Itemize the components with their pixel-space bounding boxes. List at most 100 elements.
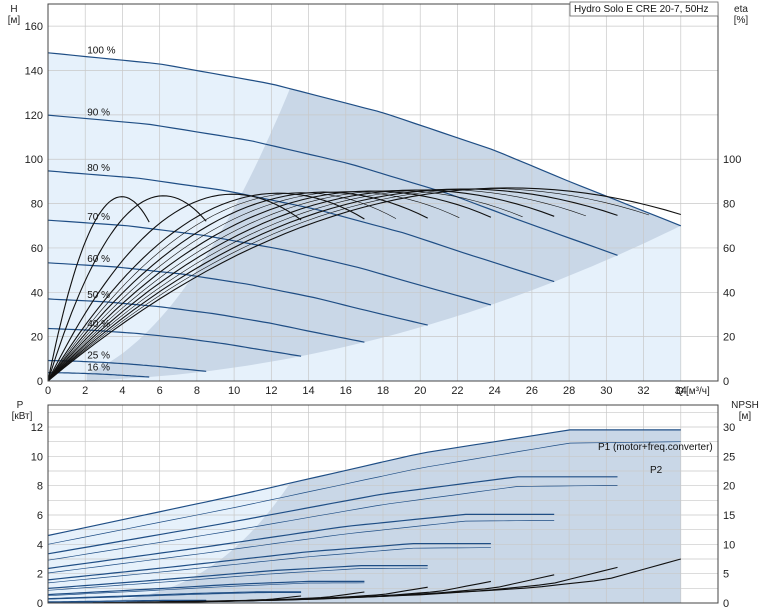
y2-tick-label: 60	[723, 243, 735, 255]
p2-curve-1	[47, 485, 618, 561]
head-curve-6	[47, 327, 302, 357]
x-tick-label: 14	[302, 385, 314, 397]
p1-curve-2	[47, 513, 555, 570]
eta-curve-13	[47, 188, 650, 382]
y2-axis-label: eta	[734, 4, 748, 15]
speed-label: 60 %	[87, 254, 110, 265]
x-tick-label: 20	[414, 385, 426, 397]
p-tick-label: 12	[31, 422, 43, 434]
axes	[47, 3, 719, 604]
x-tick-label: 32	[637, 385, 649, 397]
y-tick-label: 140	[25, 66, 43, 78]
p1-curve-6	[47, 591, 302, 600]
npsh-axis-unit: [м]	[739, 411, 752, 422]
y-axis-label: H	[10, 4, 17, 15]
x-tick-label: 28	[563, 385, 575, 397]
head-curve-7	[47, 359, 207, 372]
head-curve-1	[47, 114, 618, 256]
eta-curve-4	[47, 191, 428, 382]
y2-tick-label: 0	[723, 376, 729, 388]
head-curve-2	[47, 170, 555, 283]
x-tick-label: 30	[600, 385, 612, 397]
eta-curve-8	[47, 187, 681, 382]
x-tick-label: 0	[45, 385, 51, 397]
p2-curve-6	[47, 592, 302, 600]
eta-curve-5	[47, 190, 492, 382]
p-axis-unit: [кВт]	[12, 411, 33, 422]
npsh-tick-label: 0	[723, 598, 729, 610]
p-axis-label: P	[17, 400, 24, 411]
p2-curve-0	[47, 441, 681, 545]
head-curve-8	[48, 372, 150, 378]
y-tick-label: 80	[31, 199, 43, 211]
p-tick-label: 6	[37, 510, 43, 522]
p-tick-label: 0	[37, 598, 43, 610]
p-tick-label: 2	[37, 569, 43, 581]
speed-label: 90 %	[87, 107, 110, 118]
y2-axis-unit: [%]	[734, 15, 749, 26]
x-axis-label: Q	[676, 386, 684, 397]
p2-curve-5	[47, 582, 365, 597]
speed-label: 100 %	[87, 45, 115, 56]
x-tick-label: 2	[82, 385, 88, 397]
npsh-tick-label: 25	[723, 451, 735, 463]
p1-curve-5	[47, 580, 365, 596]
p2-curve-7	[47, 600, 207, 603]
p1-series-label: P1 (motor+freq.converter)	[598, 442, 713, 453]
speed-label: 80 %	[87, 163, 110, 174]
y-tick-label: 120	[25, 110, 43, 122]
eta-curve-7	[47, 188, 618, 382]
speed-label: 16 %	[87, 362, 110, 373]
p1-curve-4	[47, 565, 428, 589]
eta-curve-9	[47, 192, 397, 382]
p1-curve-3	[47, 543, 491, 581]
y2-tick-label: 80	[723, 199, 735, 211]
speed-label: 50 %	[87, 290, 110, 301]
x-tick-label: 6	[157, 385, 163, 397]
eta-curve-11	[47, 190, 523, 382]
x-tick-label: 10	[228, 385, 240, 397]
npsh-tick-label: 10	[723, 539, 735, 551]
y-tick-label: 100	[25, 154, 43, 166]
x-tick-label: 8	[194, 385, 200, 397]
x-tick-label: 4	[119, 385, 125, 397]
x-tick-label: 12	[265, 385, 277, 397]
y-tick-label: 60	[31, 243, 43, 255]
y-tick-label: 0	[37, 376, 43, 388]
y2-tick-label: 100	[723, 154, 741, 166]
x-tick-label: 22	[451, 385, 463, 397]
title-box: Hydro Solo E CRE 20-7, 50Hz	[569, 1, 719, 17]
p2-curve-2	[47, 520, 555, 574]
npsh-tick-label: 30	[723, 422, 735, 434]
p1-curve-1	[47, 476, 618, 555]
y-tick-label: 20	[31, 332, 43, 344]
x-tick-label: 18	[377, 385, 389, 397]
labels: 100 %90 %80 %70 %60 %50 %40 %25 %16 %0 2 4…	[8, 4, 759, 610]
x-axis-unit: [м³/ч]	[686, 386, 710, 397]
x-tick-label: 24	[489, 385, 501, 397]
p2-series-label: P2	[650, 465, 663, 476]
y2-tick-label: 40	[723, 287, 735, 299]
p-tick-label: 8	[37, 481, 43, 493]
p2-curve-4	[47, 567, 428, 591]
head-curve-3	[47, 219, 492, 306]
p2-curve-3	[47, 547, 491, 584]
operating-region	[48, 52, 681, 603]
eta-curve-0	[47, 196, 150, 382]
y2-tick-label: 20	[723, 332, 735, 344]
curves	[47, 52, 682, 604]
eta-curve-10	[47, 191, 460, 382]
p-tick-label: 10	[31, 451, 43, 463]
p-tick-label: 4	[37, 539, 43, 551]
top-plot-frame	[47, 3, 719, 382]
speed-label: 25 %	[87, 351, 110, 362]
speed-label: 40 %	[87, 319, 110, 330]
npsh-tick-label: 5	[723, 569, 729, 581]
eta-curve-12	[47, 189, 586, 382]
y-tick-label: 160	[25, 21, 43, 33]
region-dark	[86, 88, 681, 381]
x-tick-label: 34	[675, 385, 687, 397]
speed-label: 70 %	[87, 212, 110, 223]
bottom-plot-frame	[47, 404, 719, 604]
